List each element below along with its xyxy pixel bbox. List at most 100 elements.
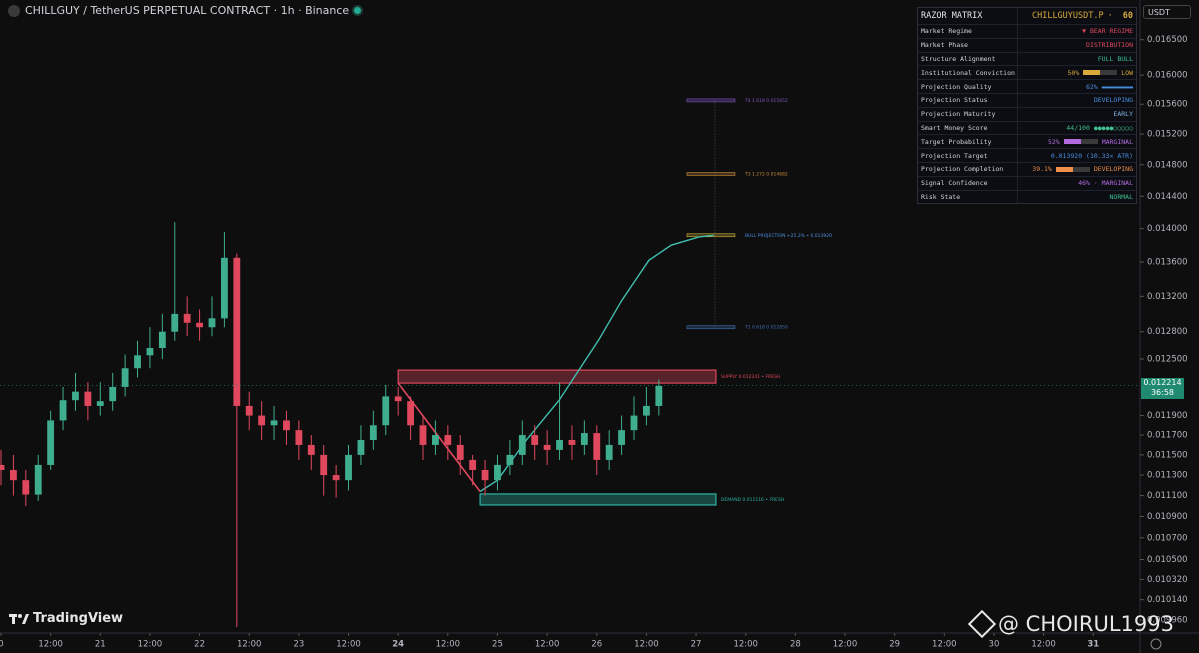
last-price: 0.012214 [1143, 377, 1182, 387]
tradingview-logo[interactable]: TradingView [9, 611, 123, 626]
y-tick-label: 0.014000 [1147, 224, 1188, 234]
matrix-detail: ▬▬▬▬▬▬▬▬ [1101, 82, 1133, 91]
gauge-fill [1083, 70, 1101, 76]
symbol-header[interactable]: CHILLGUY / TetherUS PERPETUAL CONTRACT ·… [8, 4, 362, 17]
candle-body [171, 313, 179, 332]
y-tick-label: 0.013600 [1147, 258, 1188, 268]
matrix-header: RAZOR MATRIX CHILLGUYUSDT.P · 60 [918, 8, 1136, 24]
candle-body [109, 386, 117, 402]
matrix-value-cell: 0.013920 (10.33× ATR) [1018, 152, 1136, 160]
candle-body [158, 331, 166, 349]
y-tick-label: 0.009960 [1147, 616, 1188, 626]
y-tick-label: 0.011100 [1147, 491, 1188, 501]
matrix-value: 52% [1047, 137, 1060, 146]
matrix-gauge [1063, 139, 1098, 145]
x-tick-label: 12:00 [436, 640, 461, 650]
x-tick-label: 29 [889, 640, 900, 650]
watermark-text: @ CHOIRUL1993 [998, 612, 1174, 636]
symbol-icon [8, 4, 20, 17]
candle-body [394, 396, 402, 402]
matrix-label: Market Regime [918, 25, 1018, 38]
y-tick-label: 0.014800 [1147, 160, 1188, 170]
y-tick-label: 0.016000 [1147, 71, 1188, 81]
candle-body [556, 439, 563, 450]
x-tick-label: 22 [194, 640, 205, 650]
matrix-value: ▼ BEAR REGIME [1082, 27, 1133, 36]
y-tick-label: 0.010700 [1147, 533, 1188, 543]
candle-body [469, 459, 477, 470]
matrix-label: Projection Maturity [918, 107, 1018, 121]
currency-select[interactable]: USDT [1143, 5, 1191, 19]
y-tick-label: 0.015200 [1147, 130, 1188, 140]
candle-body [295, 430, 303, 445]
candle-body [283, 420, 290, 431]
matrix-value: EARLY [1113, 110, 1133, 119]
matrix-detail: ●●●●●○○○○○ [1093, 123, 1133, 132]
y-tick-label: 0.014400 [1147, 192, 1188, 202]
y-tick-label: 0.013200 [1147, 292, 1188, 302]
matrix-value: FULL BULL [1097, 54, 1133, 63]
y-tick-label: 0.011500 [1147, 450, 1188, 460]
matrix-value: 62% [1085, 82, 1098, 91]
matrix-label: Structure Alignment [918, 52, 1018, 66]
matrix-label: Projection Completion [918, 162, 1018, 176]
matrix-row: Smart Money Score 44/100 ●●●●●○○○○○ [918, 120, 1136, 135]
target-level [686, 325, 736, 330]
x-tick-label: 12:00 [336, 640, 361, 650]
y-tick-label: 0.010500 [1147, 555, 1188, 565]
matrix-label: Projection Target [918, 149, 1018, 162]
candle-body [96, 401, 104, 406]
matrix-value-cell: DEVELOPING [1018, 96, 1136, 104]
matrix-row: Market Phase DISTRIBUTION [918, 37, 1136, 52]
x-tick-label: 25 [492, 640, 503, 650]
y-tick-label: 0.016500 [1147, 35, 1188, 45]
y-tick-label: 0.010320 [1147, 575, 1188, 585]
y-tick-label: 0.011900 [1147, 411, 1188, 421]
x-tick-label: 26 [591, 640, 602, 650]
matrix-label: Market Phase [918, 38, 1018, 52]
matrix-label: Risk State [918, 190, 1018, 204]
candle-body [630, 415, 638, 431]
candle-body [382, 396, 390, 426]
matrix-row: Institutional Conviction 50% LOW [918, 65, 1136, 80]
candle-body [518, 435, 526, 455]
matrix-symbol: CHILLGUYUSDT.P [1031, 11, 1104, 21]
watermark: @ CHOIRUL1993 [967, 609, 1174, 639]
y-tick-label: 0.010140 [1147, 595, 1188, 605]
matrix-label: Signal Confidence [918, 176, 1018, 190]
target-label: T4 1.618 0.015652 [744, 98, 788, 104]
candle-body [72, 391, 79, 401]
symbol-title[interactable]: CHILLGUY / TetherUS PERPETUAL CONTRACT ·… [25, 4, 350, 17]
matrix-gauge [1055, 166, 1090, 172]
matrix-detail: MARGINAL [1101, 137, 1133, 146]
candle-body [307, 444, 315, 455]
candle-body [34, 464, 42, 495]
matrix-separator: · [1107, 11, 1113, 21]
matrix-symbol-cell: CHILLGUYUSDT.P · 60 [1018, 11, 1136, 21]
matrix-value-cell: 39.1% DEVELOPING [1018, 165, 1136, 173]
matrix-row: Projection Quality 62% ▬▬▬▬▬▬▬▬ [918, 79, 1136, 93]
market-status [354, 7, 362, 14]
matrix-label: Projection Status [918, 93, 1018, 107]
candle-body [9, 469, 17, 481]
candle-body [506, 454, 514, 465]
y-tick-label: 0.011700 [1147, 431, 1188, 441]
x-tick-label: 24 [392, 640, 404, 650]
y-tick-label: 0.011300 [1147, 471, 1188, 481]
zone-label: SUPPLY 0.012241 • FRESH [721, 374, 780, 380]
y-tick-label: 0.010900 [1147, 512, 1188, 522]
matrix-row: Structure Alignment FULL BULL [918, 51, 1136, 66]
x-tick-label: 27 [691, 640, 702, 650]
candle-body [196, 322, 203, 328]
gauge-fill [1063, 139, 1081, 145]
x-tick-label: 23 [293, 640, 304, 650]
matrix-value-cell: 50% LOW [1018, 69, 1136, 77]
matrix-value: DISTRIBUTION [1086, 41, 1133, 50]
zone [479, 493, 717, 506]
candle-body [134, 355, 141, 369]
target-label: BULL PROJECTION +25.2% • 0.013920 [745, 233, 832, 239]
settings-icon [1150, 638, 1162, 650]
x-tick-label: 12:00 [535, 640, 560, 650]
candle-body [146, 348, 154, 356]
